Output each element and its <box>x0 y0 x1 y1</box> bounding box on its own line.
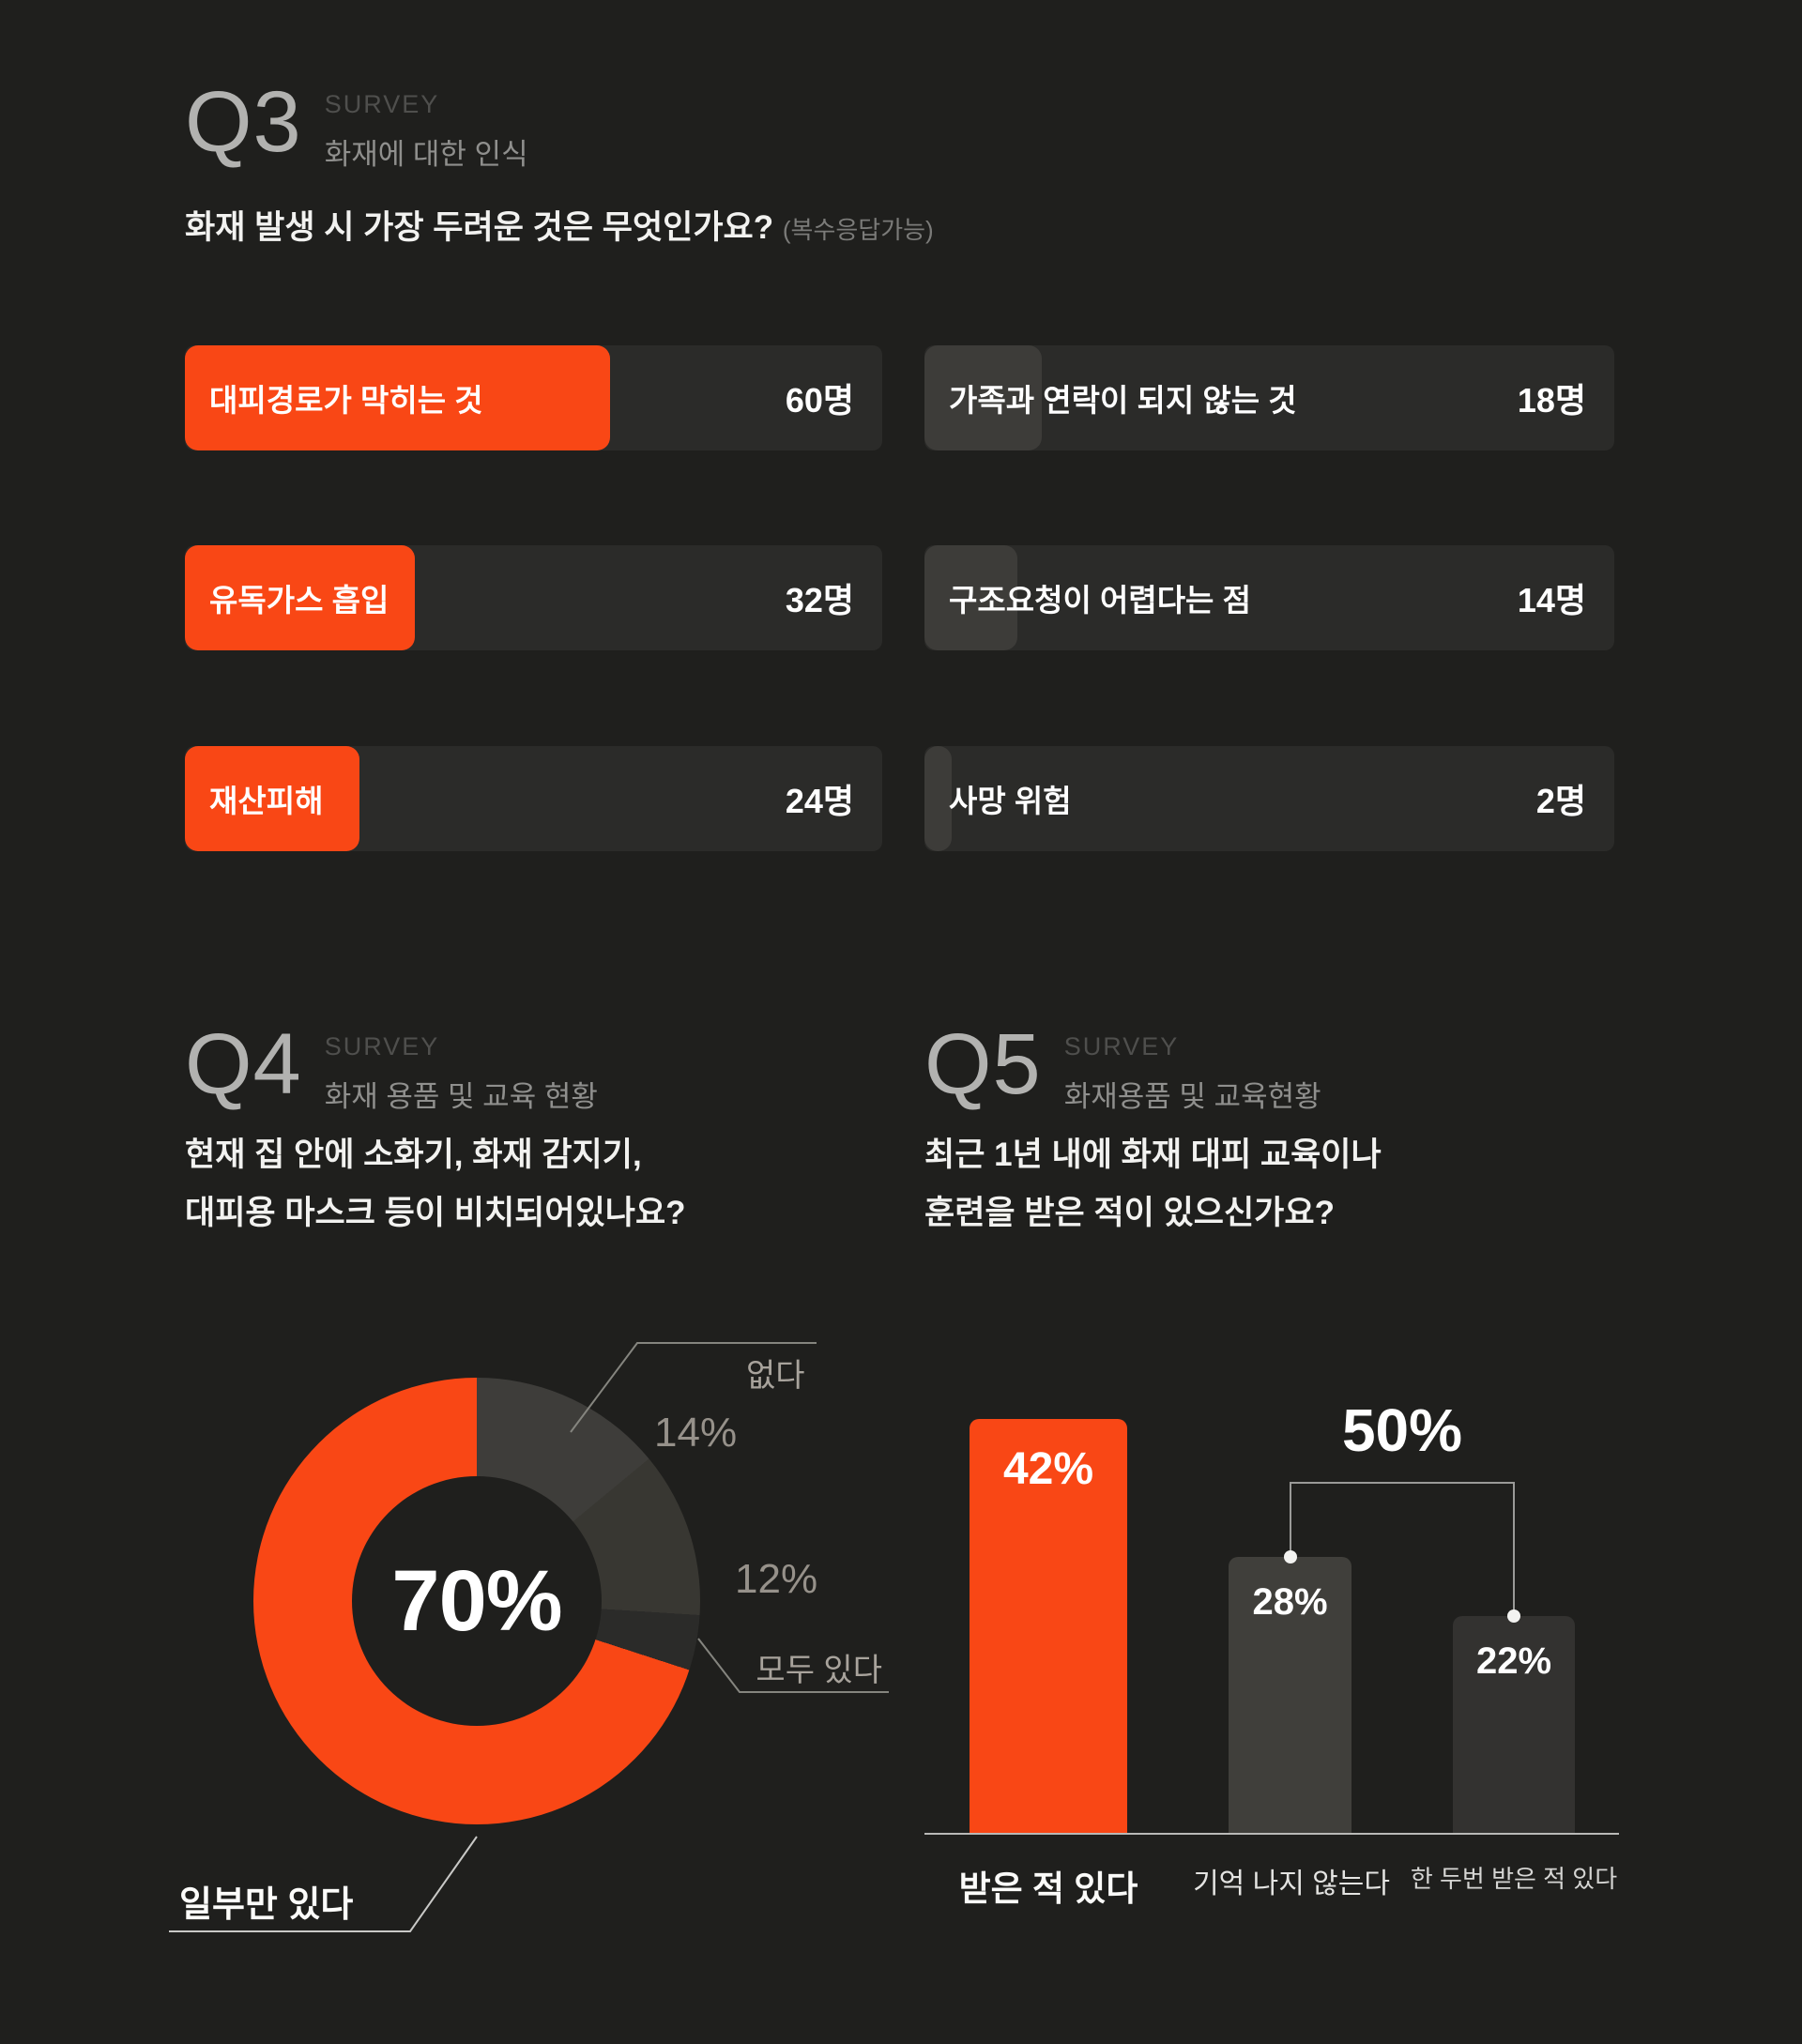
q3-bar-label: 유독가스 흡입 <box>209 583 389 618</box>
q3-bar-label: 재산피해 <box>209 784 324 818</box>
donut-hole: 70% <box>352 1476 602 1726</box>
q5-group-label: 50% <box>1341 1396 1463 1464</box>
q3-bar-label: 가족과 연락이 되지 않는 것 <box>949 383 1297 418</box>
q3-header: Q3 SURVEY 화재에 대한 인식 <box>185 74 528 173</box>
q3-bar-fill <box>185 545 416 650</box>
q3-bar-6: 사망 위험 2명 <box>924 746 1614 851</box>
q5-question-line1: 최근 1년 내에 화재 대피 교육이나 <box>924 1136 1382 1173</box>
bracket-horizontal <box>1290 1482 1514 1484</box>
q3-bar-5: 구조요청이 어렵다는 점 14명 <box>924 545 1614 650</box>
q5-bar-dont-remember: 28% <box>1229 1557 1352 1833</box>
q3-bar-value: 24명 <box>785 782 854 820</box>
q3-bar-value: 18명 <box>1517 381 1586 419</box>
bracket-dot-left <box>1283 1550 1297 1564</box>
q3-bar-label: 대피경로가 막히는 것 <box>209 383 483 418</box>
donut-label-partial: 일부만 있다 <box>179 1885 354 1925</box>
q3-bar-label: 사망 위험 <box>949 784 1072 818</box>
q5-baseline <box>924 1833 1619 1835</box>
q3-bar-fill <box>185 345 611 450</box>
q3-header-meta: SURVEY 화재에 대한 인식 <box>325 83 528 173</box>
q4-eyebrow: SURVEY <box>324 1032 440 1060</box>
q5-eyebrow: SURVEY <box>1063 1032 1180 1060</box>
q5-subtitle: 화재용품 및 교육현황 <box>1063 1080 1321 1113</box>
q5-question-line2: 훈련을 받은 적이 있으신가요? <box>924 1195 1335 1231</box>
q5-bar-once-twice: 22% <box>1453 1616 1575 1833</box>
q3-bar-value: 14명 <box>1517 581 1586 619</box>
bracket-vertical-left <box>1289 1482 1291 1557</box>
donut-chart: 70% <box>253 1378 700 1824</box>
q4-header-meta: SURVEY 화재 용품 및 교육 현황 <box>325 1025 598 1115</box>
q3-bar-4: 가족과 연락이 되지 않는 것 18명 <box>924 345 1614 450</box>
q3-bar-fill <box>924 746 953 851</box>
q4-id: Q4 <box>185 1016 302 1112</box>
q3-question: 화재 발생 시 가장 두려운 것은 무엇인가요? (복수응답가능) <box>185 199 934 259</box>
q5-category-once-twice: 한 두번 받은 적 있다 <box>1410 1865 1618 1893</box>
q5-header: Q5 SURVEY 화재용품 및 교육현황 <box>924 1016 1321 1115</box>
q5-bar-pct: 28% <box>1252 1581 1328 1623</box>
q3-question-text: 화재 발생 시 가장 두려운 것은 무엇인가요? <box>185 209 774 246</box>
q3-subtitle: 화재에 대한 인식 <box>324 138 528 171</box>
bracket-dot-right <box>1507 1609 1520 1623</box>
bracket-vertical-right <box>1513 1482 1515 1616</box>
q5-question: 최근 1년 내에 화재 대피 교육이나 훈련을 받은 적이 있으신가요? <box>924 1126 1382 1243</box>
q3-question-note: (복수응답가능) <box>782 216 934 244</box>
donut-center-value: 70% <box>391 1552 562 1649</box>
q3-bar-label: 구조요청이 어렵다는 점 <box>949 583 1251 618</box>
q5-bar-pct: 22% <box>1475 1640 1552 1682</box>
q5-id: Q5 <box>924 1016 1042 1112</box>
q5-bar-pct: 42% <box>1002 1444 1094 1494</box>
donut-label-none: 없다 <box>746 1358 805 1394</box>
q5-header-meta: SURVEY 화재용품 및 교육현황 <box>1064 1025 1321 1115</box>
q3-bar-value: 60명 <box>785 381 854 419</box>
q4-header: Q4 SURVEY 화재 용품 및 교육 현황 <box>185 1016 598 1115</box>
q3-bar-1: 대피경로가 막히는 것 60명 <box>185 345 882 450</box>
q3-bar-3: 재산피해 24명 <box>185 746 882 851</box>
q3-id: Q3 <box>185 74 302 170</box>
q3-bar-fill <box>185 746 359 851</box>
q3-eyebrow: SURVEY <box>324 90 440 118</box>
q4-question: 현재 집 안에 소화기, 화재 감지기, 대피용 마스크 등이 비치되어있나요? <box>185 1126 686 1243</box>
q4-question-line2: 대피용 마스크 등이 비치되어있나요? <box>185 1195 686 1231</box>
q5-bar-chart: 50% 42% 28% 22% <box>924 1342 1619 1835</box>
q4-question-line1: 현재 집 안에 소화기, 화재 감지기, <box>185 1136 642 1173</box>
donut-label-all: 모두 있다 <box>756 1653 882 1688</box>
donut-pct-none: 14% <box>654 1410 738 1456</box>
q3-bar-value: 32명 <box>785 581 854 619</box>
q3-bar-fill <box>924 345 1042 450</box>
q5-category-dont-remember: 기억 나지 않는다 <box>1193 1869 1390 1899</box>
donut-pct-all: 12% <box>735 1556 818 1602</box>
q3-bar-value: 2명 <box>1535 782 1586 820</box>
q3-bar-2: 유독가스 흡입 32명 <box>185 545 882 650</box>
q5-category-received: 받은 적 있다 <box>958 1869 1138 1908</box>
q3-bar-fill <box>924 545 1018 650</box>
q5-bar-received: 42% <box>970 1419 1127 1833</box>
q4-subtitle: 화재 용품 및 교육 현황 <box>324 1080 598 1113</box>
